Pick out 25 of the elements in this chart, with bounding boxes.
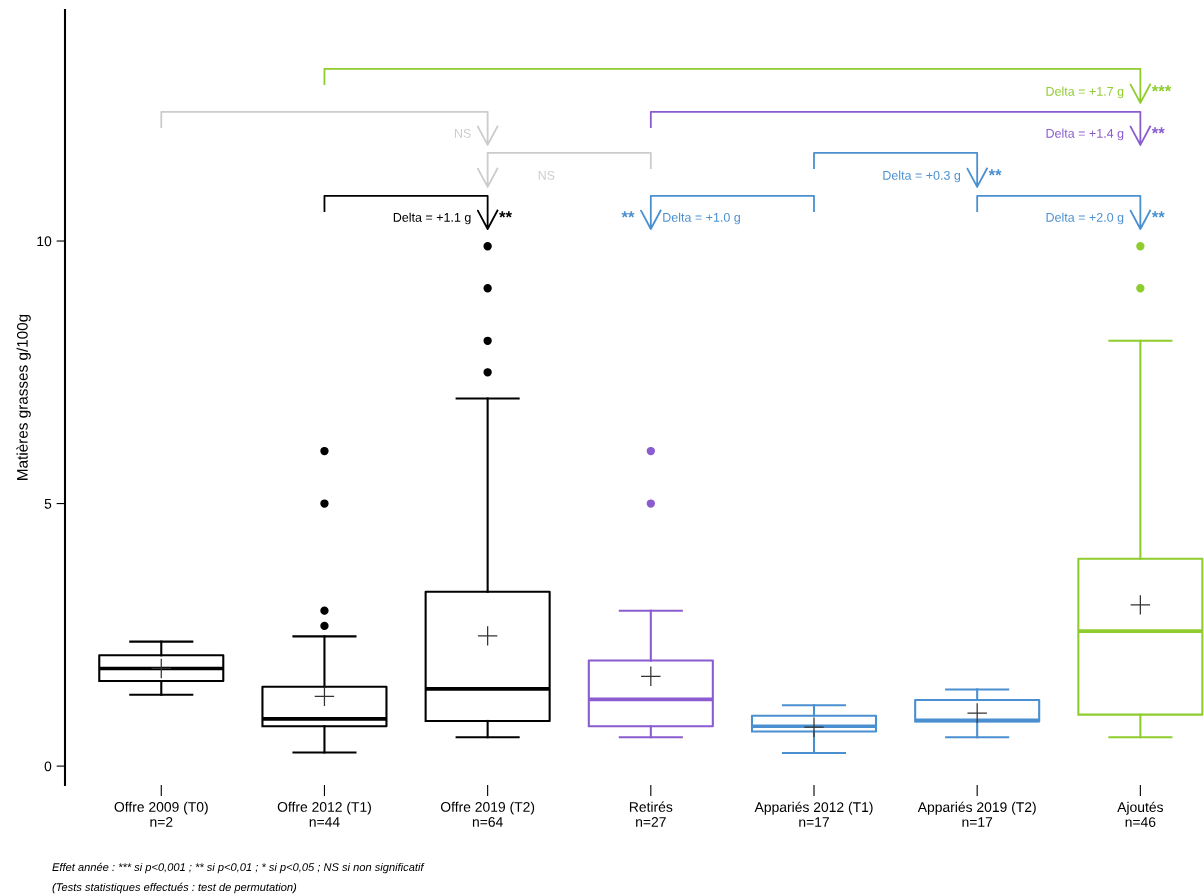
annotation: Delta = +1.0 g xyxy=(663,212,740,225)
y-tick-label: 10 xyxy=(37,236,52,247)
annotation: Delta = +2.0 g xyxy=(1046,212,1124,225)
x-tick-label: Offre 2012 (T1) n=44 xyxy=(277,801,371,827)
x-tick-label: Retirés n=27 xyxy=(629,801,673,827)
annotation: ** xyxy=(1151,127,1165,134)
y-tick-label: 0 xyxy=(44,761,52,772)
annotation: ** xyxy=(499,211,513,218)
annotation: Delta = +1.7 g xyxy=(1046,86,1124,99)
text: (Tests statistiques effectués : test de permutation) xyxy=(52,882,297,894)
x-tick-label: Appariés 2019 (T2) n=17 xyxy=(917,801,1036,827)
annotation: Delta = +1.4 g xyxy=(1046,128,1124,141)
text: Effet année : *** si p<0,001 ; ** si p<0,01 ; * si p<0,05 ; NS si non significatif xyxy=(52,862,425,874)
y-tick-label: 5 xyxy=(44,499,52,509)
annotation: ** xyxy=(621,211,635,218)
x-tick-label: Appariés 2012 (T1) n=17 xyxy=(754,801,873,827)
annotation: ** xyxy=(1151,211,1165,218)
annotation: ** xyxy=(988,169,1002,176)
x-tick-label: Ajoutés n=46 xyxy=(1117,801,1164,827)
annotation: Delta = +0.3 g xyxy=(883,170,961,183)
annotation: Delta = +1.1 g xyxy=(393,212,471,225)
annotation: *** xyxy=(1151,85,1172,92)
x-tick-label: Offre 2009 (T0) n=2 xyxy=(114,801,208,827)
y-axis-title: Matières grasses g/100g xyxy=(16,314,31,480)
x-tick-label: Offre 2019 (T2) n=64 xyxy=(440,801,535,827)
